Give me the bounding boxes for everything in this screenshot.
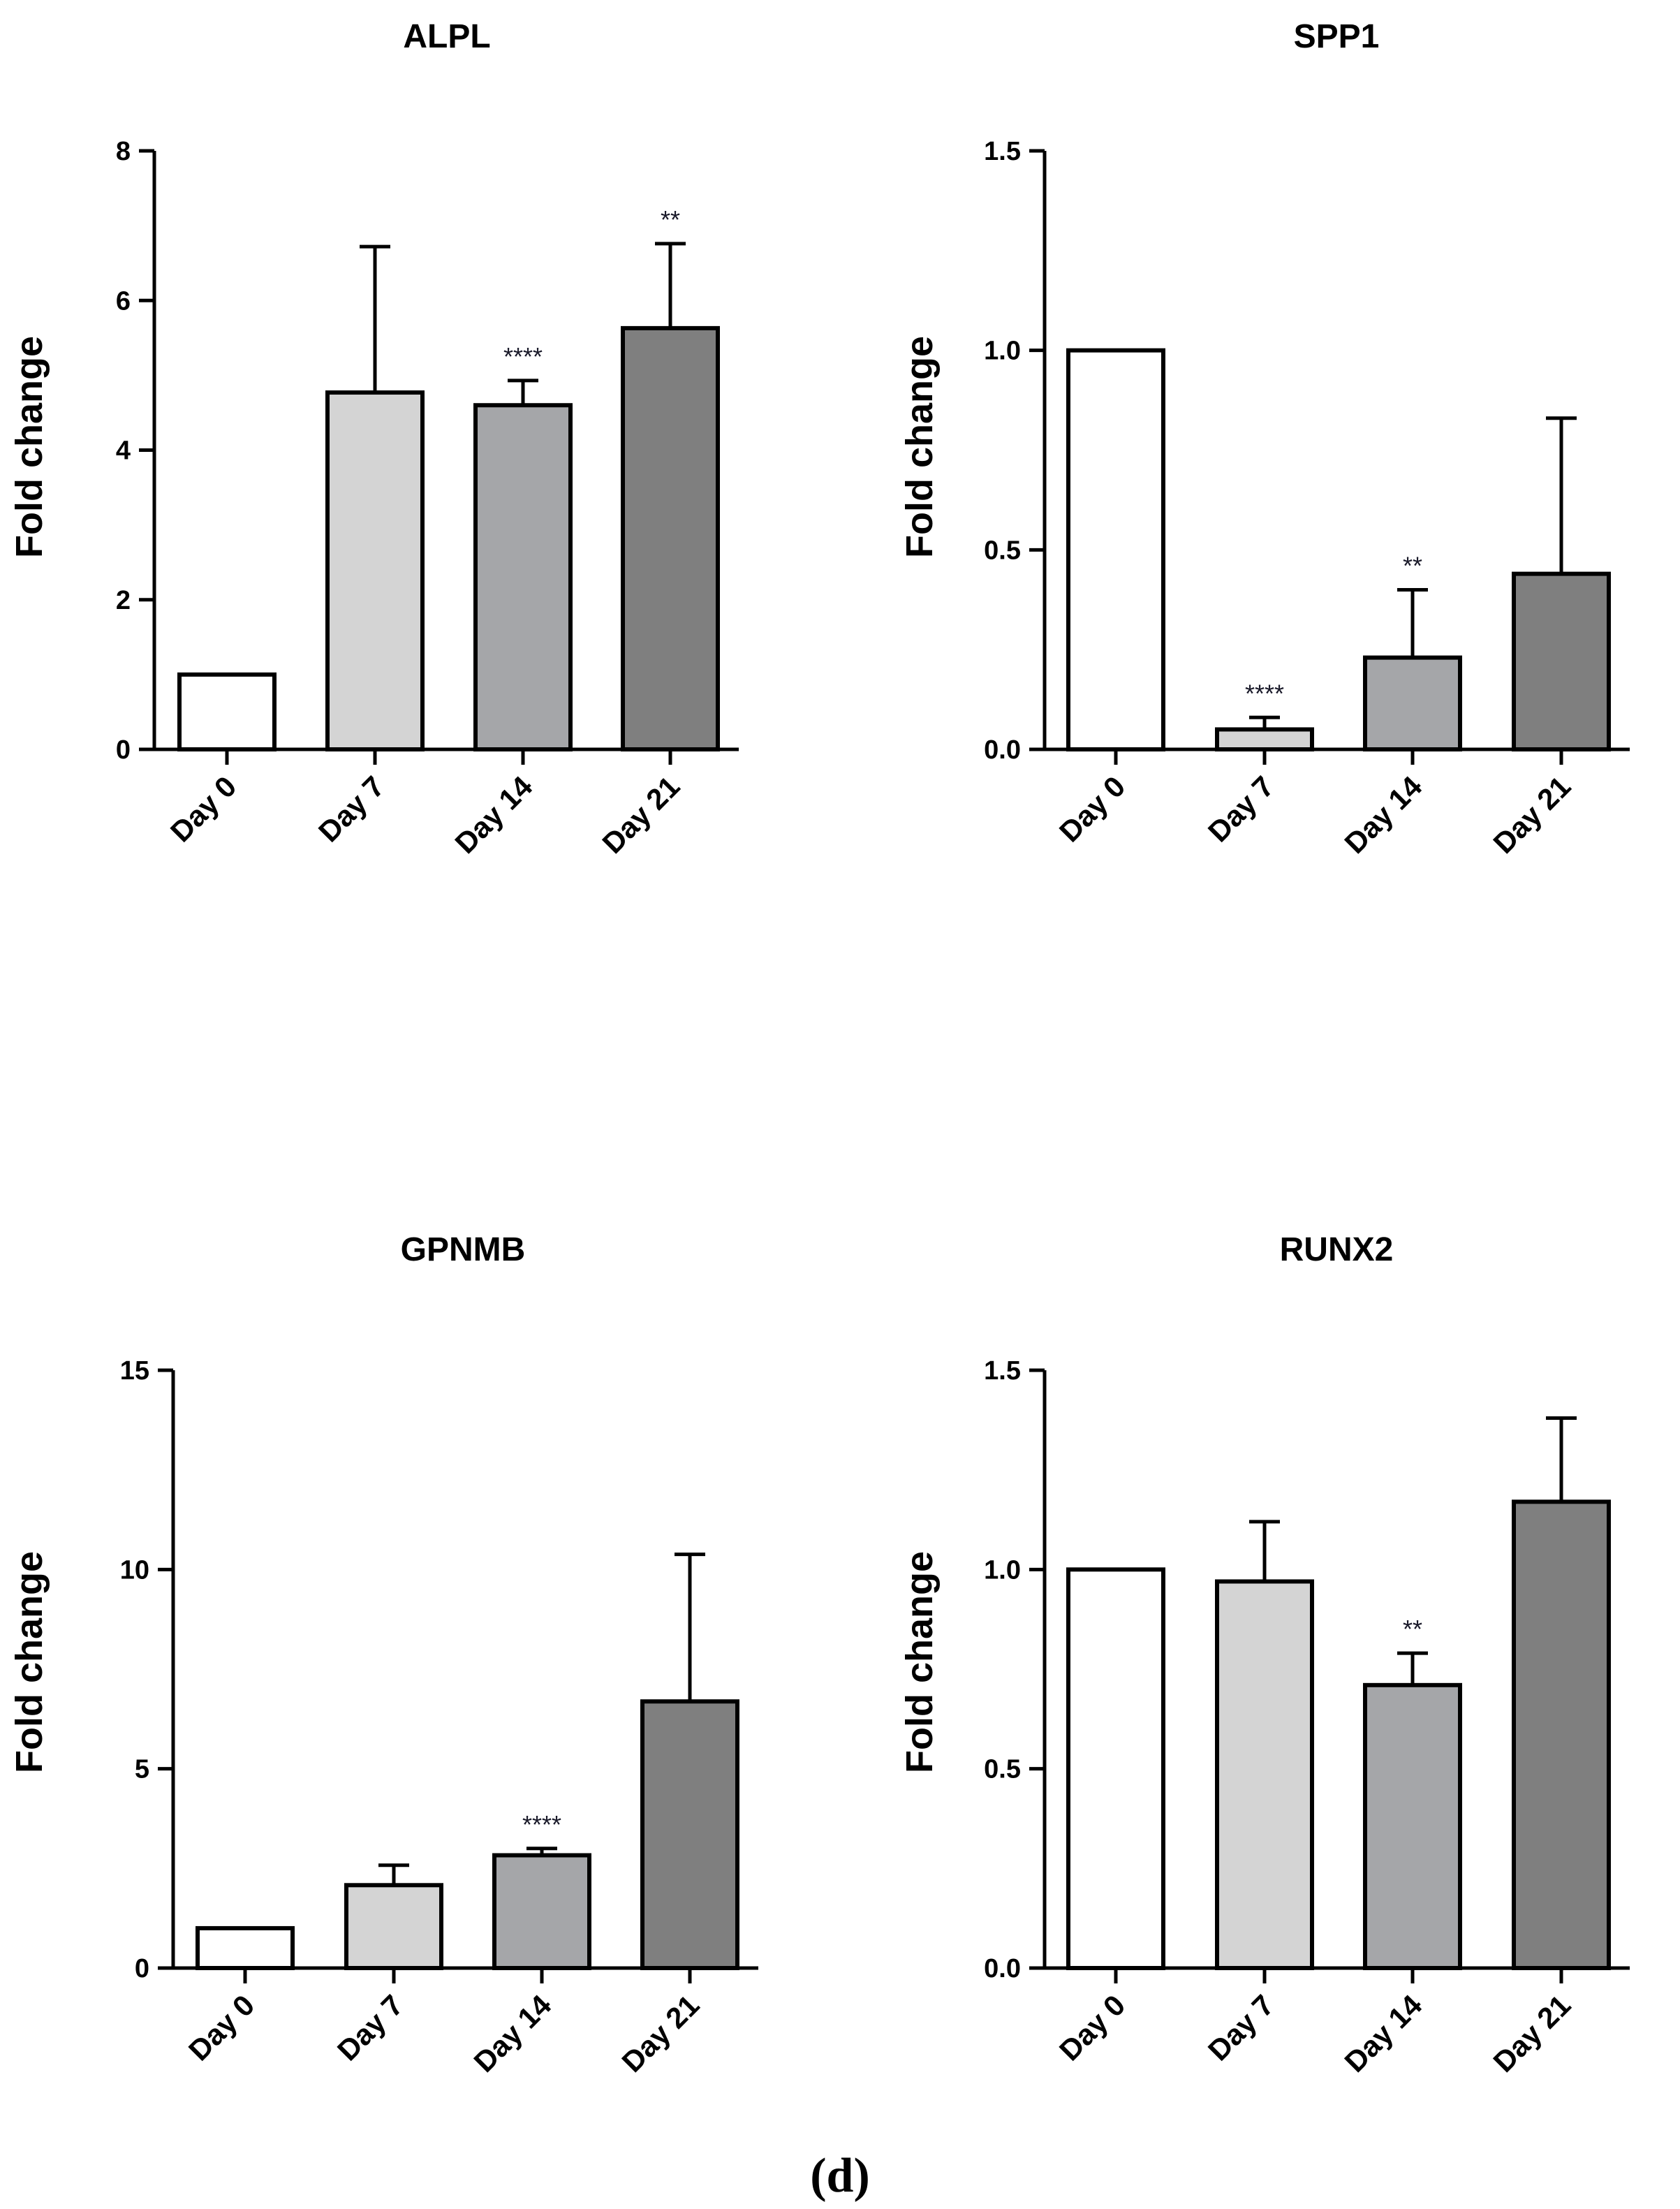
x-tick-label: Day 21 [1487,1988,1577,2078]
y-tick-label: 0 [135,1954,149,1983]
bar-day-7 [344,1883,443,1970]
bar-day-0 [196,1925,295,1971]
significance-label: ** [1403,1615,1422,1643]
y-axis-label: Fold change [8,1551,50,1773]
x-tick-label: Day 0 [182,1988,260,2067]
chart-panel-gpnmb: GPNMB Fold change **** 0 5 10 15 Day 0 Day 7 Day … [8,1231,758,2078]
x-tick-label: Day 21 [596,770,686,860]
x-tick-label: Day 0 [1053,770,1131,848]
significance-label: **** [503,342,543,371]
significance-label: ** [1403,551,1422,580]
chart-title: GPNMB [401,1231,526,1268]
x-tick-label: Day 14 [467,1988,557,2078]
x-tick-label: Day 14 [448,770,538,860]
bar-day-21 [621,325,720,752]
bar-day-7 [1215,1579,1314,1971]
bar-day-21 [640,1699,739,1971]
y-tick-label: 1.5 [984,1356,1021,1386]
y-tick-label: 1.0 [984,337,1021,366]
chart-title: SPP1 [1294,18,1380,55]
y-tick-label: 0.0 [984,1954,1021,1983]
bar-day-14 [473,403,573,751]
chart-panel-runx2: RUNX2 Fold change ** 0.0 0.5 1.0 1.5 Day 0 Day 7… [899,1231,1630,2078]
significance-label: ** [661,205,680,234]
x-tick-label: Day 14 [1338,770,1428,860]
chart-title: ALPL [403,18,490,55]
bar-day-0 [1066,348,1165,751]
bar-day-0 [1066,1567,1165,1970]
y-tick-label: 0 [116,735,131,765]
y-tick-label: 2 [116,586,131,615]
bar-day-21 [1512,571,1611,752]
significance-label: **** [522,1810,561,1839]
bar-day-21 [1512,1499,1611,1971]
y-axis-label: Fold change [899,1551,941,1773]
significance-label: **** [1245,679,1284,707]
y-tick-label: 0.0 [984,735,1021,765]
y-tick-label: 6 [116,286,131,316]
chart-title: RUNX2 [1280,1231,1394,1268]
y-tick-label: 4 [116,436,131,466]
bar-day-0 [177,672,277,751]
bar-day-7 [1215,727,1314,752]
x-tick-label: Day 7 [1202,770,1280,848]
bar-day-14 [1363,655,1462,751]
x-tick-label: Day 7 [1202,1988,1280,2067]
y-axis-label: Fold change [8,336,50,558]
y-axis-label: Fold change [899,336,941,558]
x-tick-label: Day 21 [1487,770,1577,860]
x-tick-label: Day 21 [615,1988,705,2078]
y-tick-label: 5 [135,1755,149,1784]
figure-caption: (d) [810,2149,870,2203]
y-tick-label: 8 [116,137,131,166]
bar-day-7 [325,390,425,751]
x-tick-label: Day 7 [331,1988,409,2067]
y-tick-label: 1.5 [984,137,1021,166]
bar-day-14 [492,1853,591,1970]
x-tick-label: Day 0 [1053,1988,1131,2067]
y-tick-label: 0.5 [984,536,1021,565]
x-tick-label: Day 14 [1338,1988,1428,2078]
y-tick-label: 10 [120,1555,149,1585]
y-tick-label: 1.0 [984,1555,1021,1585]
x-tick-label: Day 7 [312,770,390,848]
y-tick-label: 15 [120,1356,149,1386]
x-tick-label: Day 0 [164,770,242,848]
bar-day-14 [1363,1682,1462,1970]
y-tick-label: 0.5 [984,1755,1021,1784]
